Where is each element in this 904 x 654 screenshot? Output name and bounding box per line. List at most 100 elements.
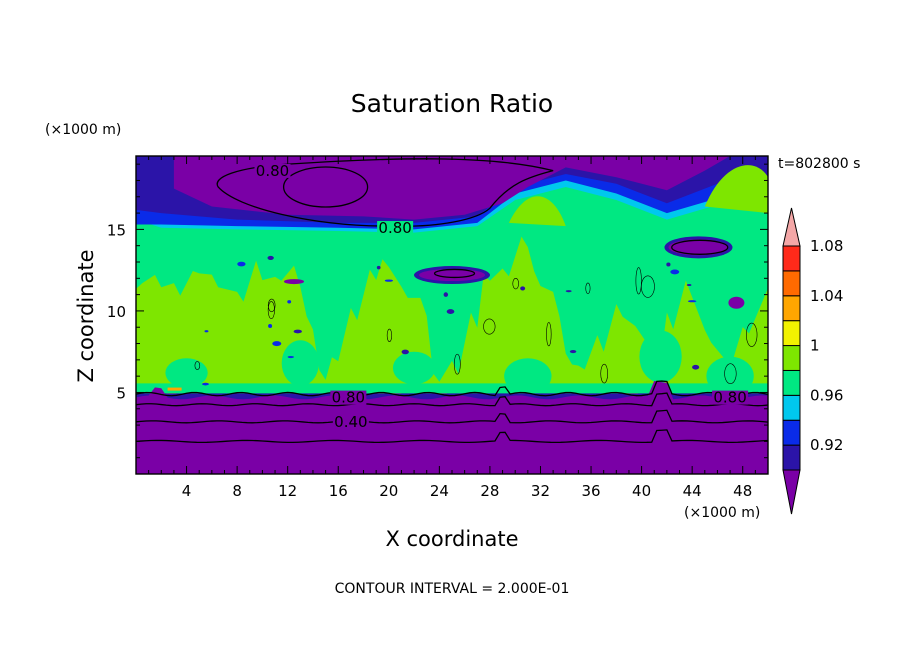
contour-line [671,239,729,255]
colorbar-segment [782,444,801,471]
speck [666,262,671,267]
contour-line [724,363,737,384]
x-tick-label: 48 [733,482,752,500]
teal-pocket [281,340,319,386]
colorbar-segment [782,295,801,322]
contour-label: 0.80 [332,389,365,407]
contour-line [546,322,552,347]
speck [686,283,692,287]
dry-patch [668,239,729,256]
contour-line [194,361,201,370]
contour-line [746,322,758,347]
contour-label-bg [330,390,367,405]
lime-patch [704,165,768,214]
x-unit-label: (×1000 m) [684,505,760,521]
x-tick-label: 40 [632,482,651,500]
colorbar-label: 1 [810,337,820,355]
speck [287,300,292,304]
contour-line [136,409,768,424]
contour-line [136,380,768,397]
speck [267,255,274,260]
contour-line [453,353,461,375]
contour-label: 0.80 [713,389,746,407]
bottom-dry-layer [136,380,768,474]
contour-line [483,318,496,335]
contour-label-bg [332,415,369,430]
speck [670,269,680,275]
colorbar-segment [782,320,801,347]
x-tick-label: 4 [182,482,192,500]
speck [520,286,526,291]
speck [401,349,409,355]
contour-label: 0.80 [378,219,411,237]
dry-patch [728,296,745,309]
upper-dry-zone [173,156,731,220]
y-tick-label: 10 [107,303,126,321]
contour-label-bg [254,163,291,178]
teal-pocket [165,358,208,388]
y-unit-label: (×1000 m) [45,122,121,138]
contour-line [433,268,476,279]
x-tick-label: 28 [480,482,499,500]
y-axis-label: Z coordinate [74,249,98,382]
speck [204,330,209,333]
contour-line [512,277,519,290]
dry-patch [284,279,304,285]
speck [376,265,381,270]
speck [268,324,273,329]
contour-label: 0.80 [256,162,289,180]
x-axis: 4 8 12 16 20 24 28 32 36 40 44 48 [148,156,756,500]
orange-patch [167,387,182,391]
speck [293,329,302,334]
colorbar-label: 0.96 [810,386,843,404]
contour-label-bg [377,221,414,236]
lime-patch [508,196,566,227]
time-label: t=802800 s [778,156,860,172]
contour-line [267,298,276,313]
speck [272,341,282,347]
footer-text: CONTOUR INTERVAL = 2.000E-01 [335,581,570,597]
x-tick-label: 32 [531,482,550,500]
contour-line [267,301,275,319]
contour-line [585,282,591,294]
speck [687,300,697,303]
contour-line [282,166,369,208]
colorbar-label: 0.92 [810,436,843,454]
x-tick-label: 24 [430,482,449,500]
x-tick-label: 8 [232,482,242,500]
contour-line [635,267,642,295]
colorbar: 1.08 1.04 1 0.96 0.92 [782,207,843,515]
x-tick-label: 16 [329,482,348,500]
colorbar-segment [782,419,801,446]
teal-pocket [706,356,754,396]
x-tick-label: 12 [278,482,297,500]
contour-line [600,363,609,384]
speck [384,279,394,282]
teal-pocket [639,330,682,383]
dry-patch [419,269,485,282]
colorbar-under [782,469,801,515]
x-axis-label: X coordinate [385,527,518,551]
plot-area: 0.80 0.80 0.80 0.40 0.80 [135,155,769,475]
speck [565,290,572,293]
colorbar-over [782,207,801,247]
colorbar-segment [782,345,801,371]
speck [569,350,577,354]
x-tick-label: 20 [379,482,398,500]
speck [287,355,295,359]
contour-line [386,328,393,343]
y-axis: 5 10 15 [107,163,768,459]
speck [446,309,455,315]
contour-line [136,429,768,444]
contour-label: 0.40 [334,413,367,431]
teal-pocket [504,358,552,395]
contour-label-bg [712,390,749,405]
colorbar-segment [782,369,801,396]
x-tick-label: 44 [683,482,702,500]
speck [202,382,209,386]
teal-pocket [392,351,436,385]
colorbar-label: 1.08 [810,237,843,255]
chart-title: Saturation Ratio [351,89,553,118]
speck [692,364,700,370]
